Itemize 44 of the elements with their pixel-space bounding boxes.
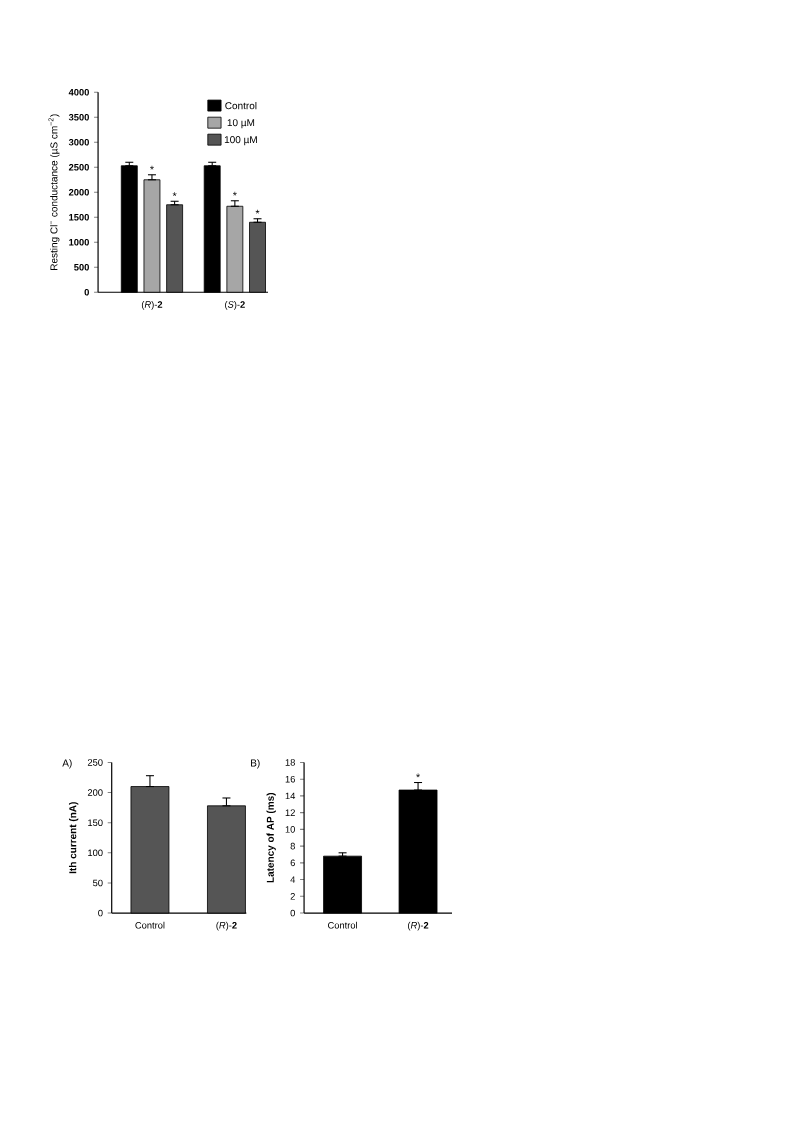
data-label: * — [150, 165, 154, 170]
chart-title: A) — [62, 759, 72, 769]
y-tick-label: 1500 — [69, 213, 89, 221]
y-axis-title: Ith current (nA) — [68, 802, 79, 874]
y-tick-label: 8 — [290, 842, 295, 850]
y-tick-label: 18 — [285, 759, 295, 766]
y-tick-label: 2000 — [68, 188, 89, 196]
y-tick-label: 1000 — [69, 238, 89, 246]
y-tick-label: 2500 — [68, 163, 89, 171]
y-axis-title: Resting Cl$^{−}$ conductance (µS cm$^{−2}$) — [48, 114, 60, 270]
y-tick-label: 4 — [290, 876, 296, 883]
data-label: * — [232, 191, 237, 196]
legend-label: 100 µM — [224, 136, 257, 146]
y-tick-label: 150 — [88, 819, 103, 826]
y-tick-label: 12 — [285, 809, 295, 816]
y-tick-label: 250 — [87, 759, 103, 766]
y-tick-label: 16 — [285, 775, 295, 783]
x-tick-label: Control — [135, 921, 165, 929]
y-tick-label: 14 — [285, 792, 296, 800]
y-tick-label: 3500 — [68, 113, 89, 121]
y-tick-label: 200 — [87, 789, 103, 796]
y-tick-label: 2 — [290, 893, 295, 900]
x-tick-label: (R)-2 — [407, 921, 429, 931]
x-tick-label: Control — [327, 921, 357, 929]
data-label: * — [255, 209, 260, 214]
y-tick-label: 0 — [290, 909, 295, 917]
x-tick-label: (R)-2 — [141, 300, 163, 310]
x-tick-label: (R)-2 — [216, 921, 237, 931]
legend-label: 10 µM — [227, 119, 255, 129]
y-tick-label: 3000 — [68, 138, 89, 146]
y-tick-label: 0 — [98, 909, 103, 917]
y-tick-label: 500 — [74, 263, 89, 271]
y-axis-title: Latency of AP (ms) — [266, 792, 276, 883]
data-label: * — [172, 192, 177, 197]
y-tick-label: 4000 — [68, 89, 89, 96]
y-tick-label: 10 — [285, 826, 295, 833]
y-tick-label: 50 — [92, 879, 103, 887]
y-tick-label: 0 — [84, 288, 89, 296]
legend-label: Control — [225, 101, 257, 110]
y-tick-label: 6 — [290, 859, 295, 867]
chart-title: B) — [251, 759, 260, 769]
x-tick-label: (S)-2 — [225, 300, 245, 310]
data-label: * — [416, 773, 420, 778]
y-tick-label: 100 — [88, 849, 103, 857]
